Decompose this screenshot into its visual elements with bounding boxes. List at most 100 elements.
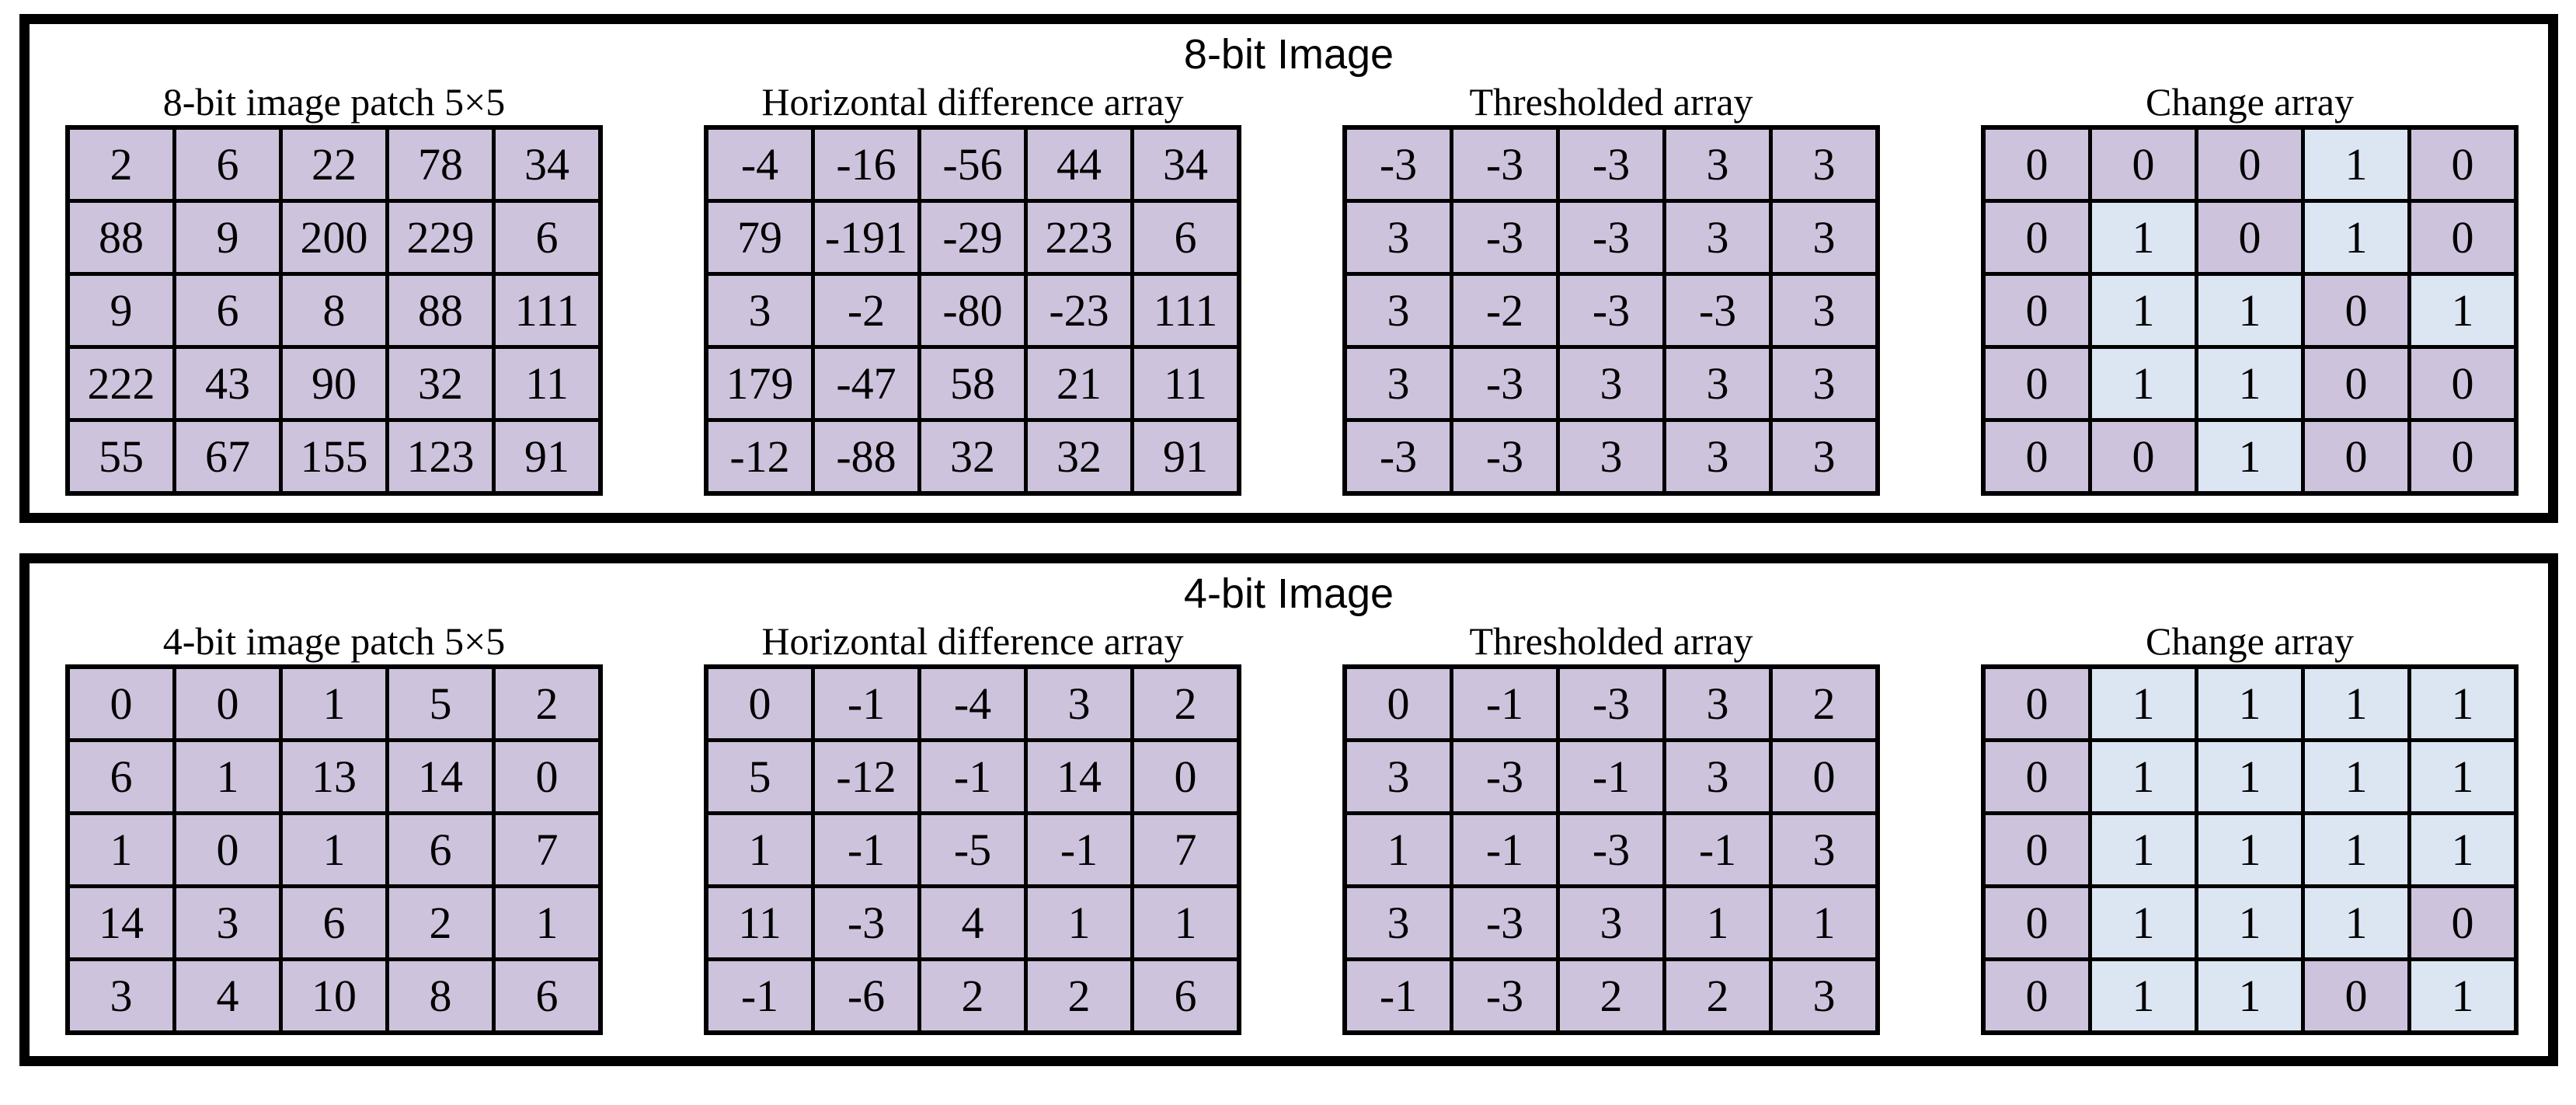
grid-cell: 3: [1347, 742, 1450, 811]
grid-cell: 90: [283, 349, 385, 418]
grid-8bit-horizontal-difference: -4 -16 -56 44 34 79 -191 -29 223 6 3 -2 -80 -23 111 179…: [704, 125, 1241, 496]
grid-cell: 3: [1560, 349, 1662, 418]
grid-cell: 32: [921, 422, 1024, 491]
grid-cell: -3: [1453, 203, 1556, 272]
grid-cell: 3: [1347, 349, 1450, 418]
grid-cell: 4: [176, 961, 279, 1030]
tables-row-4bit: 4-bit image patch 5×5 0 0 1 5 2 6 1 13 14 0 1 0 1 6 7 14…: [30, 619, 2548, 1035]
grid-cell: 1: [2092, 349, 2195, 418]
panel-8bit-image: 8-bit Image 8-bit image patch 5×5 2 6 22 78 3…: [19, 14, 2558, 523]
grid-cell: 0: [2305, 422, 2407, 491]
grid-cell: 6: [496, 203, 598, 272]
grid-cell: 1: [176, 742, 279, 811]
grid-cell: -1: [1453, 669, 1556, 738]
grid-cell: 1: [1347, 815, 1450, 884]
grid-cell: 0: [70, 669, 172, 738]
grid-cell: 0: [1986, 203, 2088, 272]
grid-cell: 123: [389, 422, 492, 491]
grid-cell: 3: [1666, 349, 1769, 418]
array-block-8bit-thresholded: Thresholded array -3 -3 -3 3 3 3 -3 -3 3 3 3 -2 -3 -3 3…: [1342, 80, 1880, 496]
grid-cell: 1: [2092, 276, 2195, 345]
grid-cell: 11: [1134, 349, 1237, 418]
array-title-4bit-thresholded: Thresholded array: [1469, 619, 1753, 663]
grid-cell: 34: [496, 130, 598, 199]
grid-cell: 8: [389, 961, 492, 1030]
grid-cell: 88: [389, 276, 492, 345]
grid-cell: 2: [1773, 669, 1875, 738]
grid-cell: 3: [1666, 669, 1769, 738]
grid-cell: 5: [389, 669, 492, 738]
grid-cell: 229: [389, 203, 492, 272]
grid-cell: 0: [2411, 422, 2514, 491]
grid-cell: 14: [70, 888, 172, 957]
panel-4bit-image: 4-bit Image 4-bit image patch 5×5 0 0 1 5 2 6 1…: [19, 553, 2558, 1066]
grid-cell: 1: [2092, 669, 2195, 738]
grid-cell: 3: [1773, 815, 1875, 884]
grid-cell: 67: [176, 422, 279, 491]
grid-cell: 6: [389, 815, 492, 884]
grid-cell: 6: [70, 742, 172, 811]
grid-cell: 1: [2198, 422, 2301, 491]
grid-cell: 0: [1986, 888, 2088, 957]
grid-cell: 111: [496, 276, 598, 345]
grid-cell: 3: [708, 276, 811, 345]
grid-cell: 0: [176, 669, 279, 738]
array-title-4bit-image-patch: 4-bit image patch 5×5: [162, 619, 506, 663]
grid-cell: 3: [1560, 888, 1662, 957]
panel-title-8bit: 8-bit Image: [1183, 31, 1394, 78]
grid-cell: -16: [815, 130, 917, 199]
grid-cell: 34: [1134, 130, 1237, 199]
grid-cell: 3: [1773, 203, 1875, 272]
grid-cell: -1: [1453, 815, 1556, 884]
grid-cell: 3: [1773, 130, 1875, 199]
grid-cell: 0: [1986, 349, 2088, 418]
grid-cell: 32: [389, 349, 492, 418]
grid-cell: -2: [1453, 276, 1556, 345]
grid-cell: -6: [815, 961, 917, 1030]
grid-cell: 6: [283, 888, 385, 957]
grid-cell: 1: [283, 669, 385, 738]
grid-cell: 155: [283, 422, 385, 491]
grid-cell: 0: [2092, 130, 2195, 199]
grid-cell: -88: [815, 422, 917, 491]
figure: 8-bit Image 8-bit image patch 5×5 2 6 22 78 3…: [0, 14, 2576, 1105]
grid-4bit-horizontal-difference: 0 -1 -4 3 2 5 -12 -1 14 0 1 -1 -5 -1 7 11 -3 4 1 1 -1 -6 2 2 6: [704, 664, 1241, 1035]
grid-4bit-thresholded: 0 -1 -3 3 2 3 -3 -1 3 0 1 -1 -3 -1 3 3 -3 3 1 1 -1 -3 2 2 3: [1342, 664, 1880, 1035]
grid-cell: 1: [2305, 130, 2407, 199]
grid-cell: -1: [708, 961, 811, 1030]
array-block-8bit-horizontal-difference: Horizontal difference array -4 -16 -56 44 34 7…: [704, 80, 1241, 496]
grid-cell: 1: [70, 815, 172, 884]
grid-cell: -5: [921, 815, 1024, 884]
grid-cell: -1: [1666, 815, 1769, 884]
grid-cell: 0: [1347, 669, 1450, 738]
grid-cell: -80: [921, 276, 1024, 345]
grid-cell: 6: [496, 961, 598, 1030]
grid-cell: 6: [1134, 203, 1237, 272]
grid-cell: 0: [2305, 961, 2407, 1030]
grid-cell: 0: [1134, 742, 1237, 811]
grid-cell: -3: [1453, 130, 1556, 199]
grid-cell: 3: [1347, 888, 1450, 957]
grid-cell: 200: [283, 203, 385, 272]
grid-cell: 0: [2198, 130, 2301, 199]
grid-8bit-image-patch: 2 6 22 78 34 88 9 200 229 6 9 6 8 88 111 222 43 90 32 11 55 6…: [65, 125, 603, 496]
grid-cell: -1: [815, 669, 917, 738]
grid-cell: 223: [1028, 203, 1130, 272]
grid-cell: 58: [921, 349, 1024, 418]
grid-cell: -3: [1560, 203, 1662, 272]
grid-cell: 1: [2411, 669, 2514, 738]
grid-cell: -4: [921, 669, 1024, 738]
grid-cell: 1: [2411, 742, 2514, 811]
grid-cell: -29: [921, 203, 1024, 272]
grid-cell: 0: [1986, 422, 2088, 491]
grid-cell: 9: [176, 203, 279, 272]
grid-cell: 1: [2198, 742, 2301, 811]
grid-4bit-image-patch: 0 0 1 5 2 6 1 13 14 0 1 0 1 6 7 14 3 6 2 1 3 4 10 8 6: [65, 664, 603, 1035]
grid-cell: 3: [1666, 130, 1769, 199]
grid-cell: 0: [708, 669, 811, 738]
grid-cell: 111: [1134, 276, 1237, 345]
grid-cell: 3: [1560, 422, 1662, 491]
grid-cell: -3: [1453, 888, 1556, 957]
grid-cell: 2: [1028, 961, 1130, 1030]
array-block-4bit-change: Change array 0 1 1 1 1 0 1 1 1 1 0 1 1 1 1 0 1 1 1 0 0 1 1 0 1: [1981, 619, 2519, 1035]
